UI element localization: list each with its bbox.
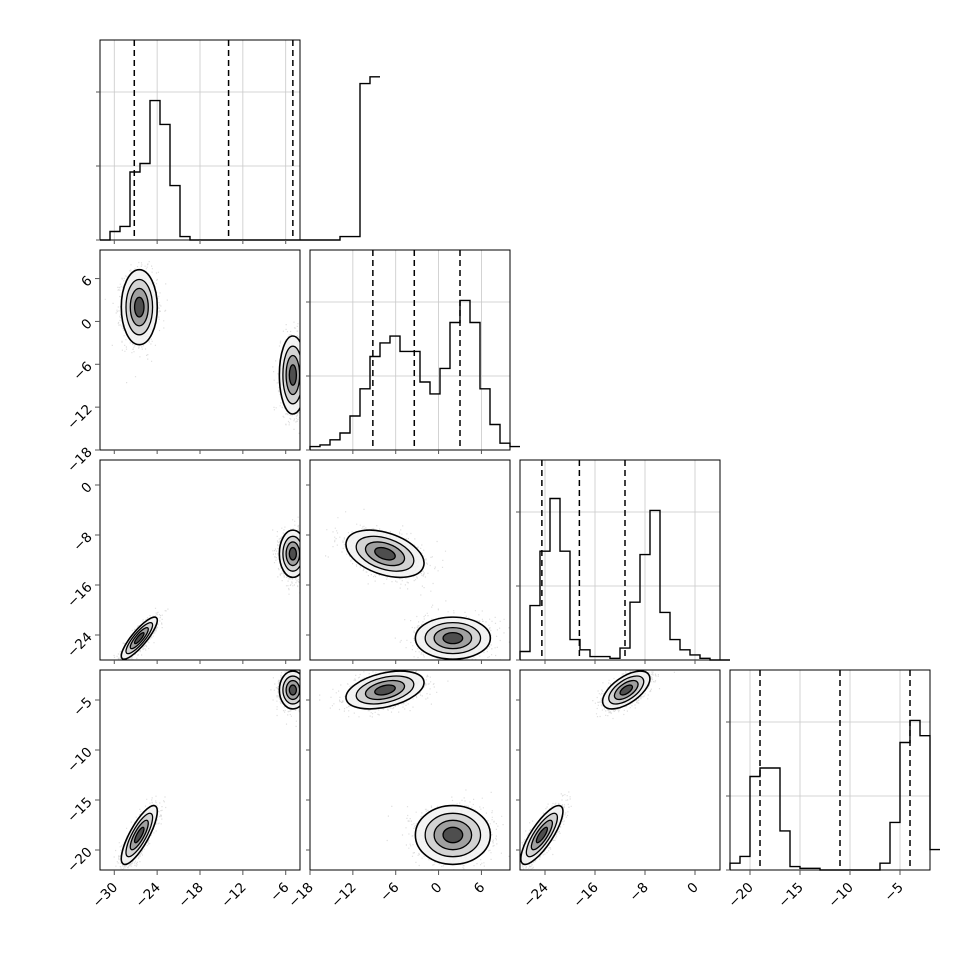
ytick-label: −18 (64, 444, 95, 475)
ytick-label: 6 (78, 273, 95, 290)
xtick-label: −24 (133, 880, 164, 911)
histogram-step-line (519, 497, 730, 661)
xtick-label: −18 (175, 880, 206, 911)
ytick-label: −16 (64, 579, 95, 610)
panel-content (104, 261, 300, 434)
ytick-label: −12 (64, 401, 95, 432)
ytick-label: −24 (64, 629, 95, 660)
contour-level-3 (535, 826, 549, 844)
contour-level-3 (288, 364, 298, 386)
ytick-label: −8 (70, 529, 95, 554)
xtick-label: −12 (328, 880, 359, 911)
ytick-label: 0 (78, 316, 95, 333)
ytick-label: 0 (78, 479, 95, 496)
ytick-label: −20 (64, 844, 95, 875)
panel-background (100, 460, 300, 660)
hist-background-3 (730, 670, 930, 870)
ytick-label: −15 (64, 794, 95, 825)
xtick-label: −8 (626, 880, 651, 905)
xtick-label: −16 (570, 880, 601, 911)
scatter-panel-3-2 (519, 669, 721, 871)
panel-content (319, 670, 510, 870)
ytick-label: −5 (70, 694, 95, 719)
xtick-label: −6 (377, 880, 402, 905)
ytick-label: −6 (70, 359, 95, 384)
contour-level-3 (442, 826, 464, 844)
hist-frame-3 (729, 669, 931, 871)
scatter-panel-2-0 (99, 459, 301, 661)
scatter-panel-1-0 (99, 249, 301, 451)
xtick-label: −5 (881, 880, 906, 905)
contour-level-3 (288, 546, 298, 561)
contour-level-3 (133, 826, 145, 844)
contour-level-3 (374, 546, 396, 561)
ytick-label: −10 (64, 744, 95, 775)
hist-frame-1 (309, 249, 511, 451)
xtick-label: −20 (725, 880, 756, 911)
scatter-panel-3-0 (99, 669, 301, 871)
contour-level-3 (288, 684, 298, 696)
hist-background-2 (520, 460, 720, 660)
hist-panel-0 (96, 39, 380, 241)
hist-panel-1 (306, 249, 520, 451)
hist-frame-2 (519, 459, 721, 661)
xtick-label: −12 (218, 880, 249, 911)
xtick-label: −30 (90, 880, 121, 911)
panel-frame (309, 459, 511, 661)
xtick-label: −18 (285, 880, 316, 911)
scatter-panel-3-1 (309, 669, 511, 871)
hist-background-1 (310, 250, 510, 450)
contour-level-3 (133, 296, 145, 318)
xtick-label: 0 (428, 880, 445, 897)
xtick-label: −15 (775, 880, 806, 911)
xtick-label: −10 (825, 880, 856, 911)
xtick-label: 0 (684, 880, 701, 897)
hist-panel-3 (726, 669, 940, 871)
contour-level-3 (442, 631, 464, 645)
hist-panel-2 (516, 459, 730, 661)
contour-level-3 (619, 684, 634, 696)
panel-frame (519, 669, 721, 871)
panel-content (325, 508, 510, 660)
scatter-panel-2-1 (309, 459, 511, 661)
xtick-label: 6 (471, 880, 488, 897)
xtick-label: −24 (520, 880, 551, 911)
panel-frame (309, 669, 511, 871)
panel-content (113, 516, 300, 660)
contour-level-3 (133, 631, 145, 645)
panel-content (520, 670, 675, 870)
panel-content (113, 670, 300, 870)
scatter-points (104, 261, 300, 434)
contour-level-3 (374, 684, 396, 696)
